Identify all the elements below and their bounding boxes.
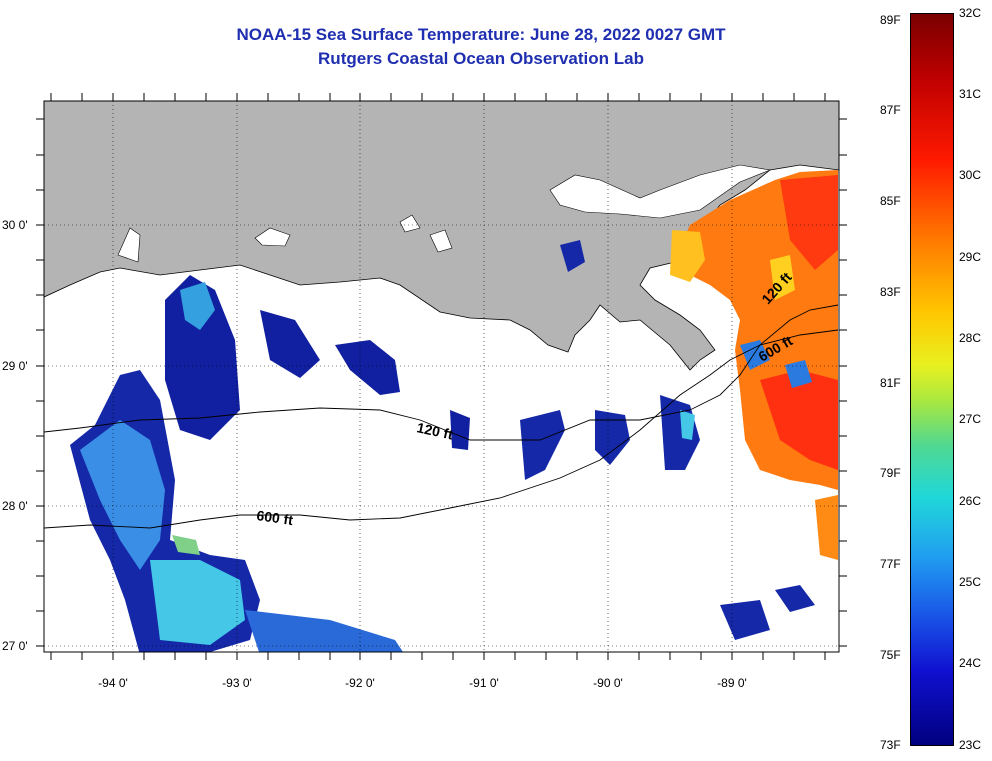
map-title: NOAA-15 Sea Surface Temperature: June 28… [236, 25, 726, 44]
colorbar-c-label: 30C [959, 168, 982, 182]
colorbar-c-label: 23C [959, 738, 982, 752]
colorbar-c-label: 28C [959, 331, 982, 345]
graticule [44, 101, 839, 652]
colorbar-f-label: 87F [880, 103, 901, 117]
lon-label: -90 0' [593, 676, 623, 690]
colorbar-f-label: 81F [880, 376, 901, 390]
colorbar-f-label: 79F [880, 466, 901, 480]
lon-label: -94 0' [98, 676, 128, 690]
lon-label: -91 0' [469, 676, 499, 690]
colorbar-f-label: 89F [880, 13, 901, 27]
map-subtitle: Rutgers Coastal Ocean Observation Lab [318, 49, 644, 68]
colorbar-c-label: 26C [959, 494, 982, 508]
colorbar-c-label: 31C [959, 87, 982, 101]
lake [254, 227, 291, 247]
temperature-colorbar [910, 13, 954, 746]
colorbar-c-label: 25C [959, 575, 982, 589]
colorbar-f-label: 77F [880, 557, 901, 571]
sst-data [70, 170, 838, 652]
colorbar-c-label: 29C [959, 250, 982, 264]
lat-label: 29 0' [2, 359, 28, 373]
colorbar-c-label: 24C [959, 656, 982, 670]
colorbar-c-label: 32C [959, 6, 982, 20]
lat-label: 28 0' [2, 499, 28, 513]
map-frame [43, 100, 840, 653]
map-area [44, 101, 839, 652]
colorbar-c-label: 27C [959, 412, 982, 426]
colorbar-f-label: 85F [880, 194, 901, 208]
frame-ticks [36, 93, 847, 660]
contour-label: 120 ft [415, 419, 454, 442]
lake [117, 227, 141, 263]
contour-label: 600 ft [256, 507, 295, 528]
lon-label: -89 0' [717, 676, 747, 690]
contour-600ft [44, 329, 839, 529]
colorbar-f-label: 73F [880, 738, 901, 752]
colorbar-f-label: 83F [880, 285, 901, 299]
colorbar-f-label: 75F [880, 648, 901, 662]
lon-label: -92 0' [345, 676, 375, 690]
lat-label: 27 0' [2, 639, 28, 653]
lat-label: 30 0' [2, 218, 28, 232]
lake [399, 214, 421, 233]
lake [549, 164, 772, 219]
lon-label: -93 0' [222, 676, 252, 690]
lake [429, 229, 453, 253]
